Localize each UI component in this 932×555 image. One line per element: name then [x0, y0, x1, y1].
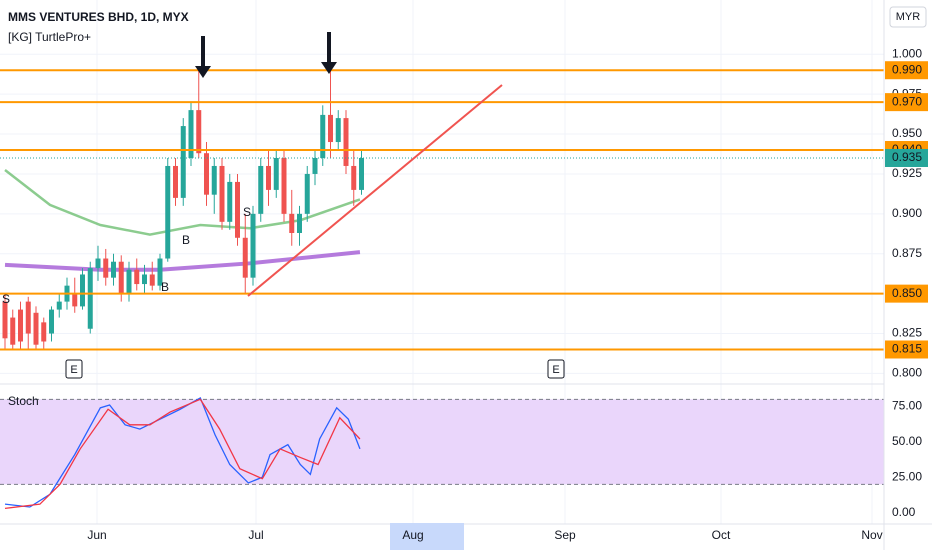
candle-body: [335, 118, 341, 143]
candle-body: [281, 157, 287, 214]
signal-label: B: [182, 233, 190, 247]
time-highlight: [390, 523, 464, 550]
candle-body: [118, 261, 124, 294]
candle-body: [18, 309, 23, 342]
candle-body: [266, 165, 271, 190]
arrows: [195, 32, 337, 78]
candle-body: [312, 157, 318, 174]
axes: 0.8000.8250.8750.9000.9250.9500.9751.000…: [87, 46, 928, 542]
level-label: 0.850: [892, 286, 922, 300]
candle-body: [157, 258, 163, 286]
level-label-box: [885, 284, 928, 303]
candle-body: [134, 269, 140, 285]
candle-body: [180, 126, 186, 198]
candle-body: [297, 213, 302, 233]
y-tick-label: 0.800: [892, 366, 922, 380]
level-label: 0.970: [892, 94, 922, 108]
x-tick-label: Nov: [861, 528, 882, 542]
trend-line: [247, 84, 503, 297]
x-tick-label: Jun: [87, 528, 106, 542]
y-tick-label: 0.925: [892, 166, 922, 180]
candle-body: [320, 114, 326, 158]
event-label[interactable]: E: [70, 364, 77, 376]
event-box[interactable]: [547, 359, 565, 379]
candle-body: [219, 165, 225, 222]
signal-label: S: [243, 205, 251, 219]
plot: S S B B E E: [0, 69, 884, 510]
candle-body: [56, 301, 62, 310]
event-box[interactable]: [65, 359, 83, 379]
currency[interactable]: MYR: [896, 11, 921, 23]
x-tick-label: Jul: [248, 528, 263, 542]
level-label-box: [885, 61, 928, 80]
event-label[interactable]: E: [552, 364, 559, 376]
signal-label: B: [161, 280, 169, 294]
candle-body: [95, 258, 101, 269]
y-tick-label: 0.900: [892, 206, 922, 220]
stoch-title: Stoch: [8, 394, 39, 408]
y-tick-label: 0.825: [892, 326, 922, 340]
candle-body: [351, 165, 357, 190]
candle-body: [80, 274, 85, 307]
candle-body: [211, 165, 217, 195]
y-tick-label: 75.00: [892, 399, 922, 413]
last-price-box: [885, 148, 928, 167]
currency-box[interactable]: [889, 6, 927, 28]
level-label-box: [885, 340, 928, 359]
candle-body: [188, 110, 194, 158]
candle-body: [49, 309, 54, 334]
candle-body: [25, 301, 31, 334]
indicator-name: [KG] TurtlePro+: [8, 30, 91, 44]
candle-body: [10, 317, 16, 345]
level-label-box: [885, 93, 928, 112]
candle-body: [87, 268, 93, 329]
candle-body: [304, 173, 310, 214]
y-tick-label: 0.875: [892, 246, 922, 260]
y-tick-label: 25.00: [892, 469, 922, 483]
candle-body: [111, 261, 116, 278]
candle-body: [33, 312, 39, 345]
candle-body: [359, 157, 364, 190]
candle-body: [41, 322, 47, 342]
signal-label: S: [2, 292, 10, 306]
candle-body: [2, 301, 8, 339]
candle-body: [72, 293, 78, 307]
stoch-line: [4, 398, 361, 510]
y-tick-label: 1.000: [892, 46, 922, 60]
candle-body: [242, 237, 248, 278]
candle-body: [103, 258, 109, 278]
candle-body: [235, 181, 240, 238]
candle-body: [149, 274, 155, 286]
level-label: 0.815: [892, 342, 922, 356]
candle-body: [273, 157, 279, 190]
x-tick-label: Sep: [554, 528, 576, 542]
candle-body: [258, 165, 264, 214]
candle-body: [142, 274, 147, 285]
level-label: 0.990: [892, 62, 922, 76]
candle-body: [289, 213, 295, 233]
y-tick-label: 0.00: [892, 505, 916, 519]
candle-body: [126, 269, 132, 294]
candle-body: [204, 153, 209, 195]
x-tick-label: Oct: [712, 528, 731, 542]
candle-body: [227, 181, 233, 222]
y-tick-label: 0.950: [892, 126, 922, 140]
chart-title: MMS VENTURES BHD, 1D, MYX: [8, 10, 189, 24]
candle-body: [328, 114, 333, 143]
x-tick-label: Aug: [402, 528, 423, 542]
band-fill: [0, 399, 884, 485]
candle-body: [250, 213, 256, 278]
candle-body: [196, 110, 202, 154]
last-price-label: 0.935: [892, 150, 922, 164]
y-tick-label: 50.00: [892, 434, 922, 448]
candle-body: [173, 165, 178, 198]
candle-body: [165, 165, 171, 259]
candle-body: [343, 118, 349, 166]
